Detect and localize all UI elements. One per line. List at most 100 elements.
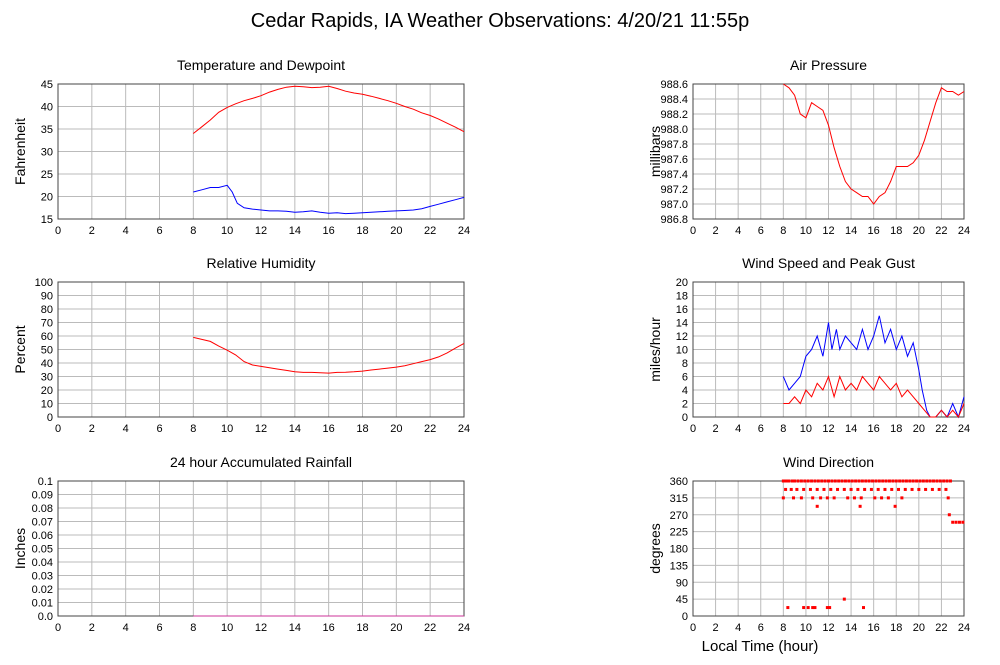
x-tick-label: 22 <box>424 225 436 237</box>
x-tick-label: 16 <box>868 622 880 634</box>
wind-direction-point <box>930 487 934 491</box>
wind-direction-point <box>954 520 958 524</box>
wind-direction-point <box>802 487 806 491</box>
wind-direction-point <box>908 479 912 483</box>
wind-direction-point <box>846 496 850 500</box>
wind-direction-point <box>869 487 873 491</box>
y-tick-label: 12 <box>676 331 688 343</box>
wind-direction-point <box>858 504 862 508</box>
wind-direction-point <box>945 479 949 483</box>
wind-direction-point <box>925 479 929 483</box>
wind-direction-point <box>951 520 955 524</box>
wind-direction-point <box>806 479 810 483</box>
plot-frame <box>692 83 965 220</box>
wind-direction-point <box>871 479 875 483</box>
wind-direction-point <box>893 504 897 508</box>
wind-direction-point <box>857 479 861 483</box>
y-axis-label: miles/hour <box>647 317 663 382</box>
x-tick-label: 14 <box>845 225 857 237</box>
x-tick-label: 16 <box>323 225 335 237</box>
x-tick-label: 0 <box>55 622 61 634</box>
x-tick-label: 14 <box>845 423 857 435</box>
wind-direction-point <box>898 479 902 483</box>
x-tick-label: 10 <box>800 225 812 237</box>
y-tick-label: 0.05 <box>32 544 53 556</box>
x-tick-label: 8 <box>190 622 196 634</box>
wind-direction-point <box>850 479 854 483</box>
y-tick-label: 0.06 <box>32 530 53 542</box>
x-tick-label: 22 <box>935 423 947 435</box>
y-tick-label: 50 <box>41 345 53 357</box>
x-tick-label: 22 <box>935 622 947 634</box>
y-tick-label: 0.03 <box>32 571 53 583</box>
wind-direction-point <box>803 479 807 483</box>
y-tick-label: 0 <box>682 412 688 424</box>
x-tick-label: 0 <box>690 423 696 435</box>
series-line-0 <box>192 85 465 134</box>
wind-direction-point <box>842 597 846 601</box>
wind-direction-point <box>843 479 847 483</box>
x-tick-label: 6 <box>156 225 162 237</box>
wind-direction-point <box>852 496 856 500</box>
x-tick-label: 24 <box>458 423 470 435</box>
x-tick-label: 16 <box>323 622 335 634</box>
x-tick-label: 0 <box>55 225 61 237</box>
wind-direction-point <box>881 479 885 483</box>
wind-direction-point <box>932 479 936 483</box>
x-tick-label: 18 <box>356 622 368 634</box>
x-tick-label: 24 <box>958 622 970 634</box>
wind-direction-point <box>863 487 867 491</box>
x-tick-label: 8 <box>780 423 786 435</box>
x-tick-label: 18 <box>890 225 902 237</box>
chart-title: Relative Humidity <box>207 255 316 271</box>
y-tick-label: 987.4 <box>660 169 688 181</box>
wind-direction-point <box>867 479 871 483</box>
x-tick-label: 2 <box>713 423 719 435</box>
y-tick-label: 16 <box>676 304 688 316</box>
wind-direction-point <box>811 606 815 610</box>
wind-direction-point <box>813 606 817 610</box>
y-axis-label: Inches <box>12 528 28 569</box>
x-tick-label: 24 <box>458 225 470 237</box>
wind-direction-point <box>836 487 840 491</box>
y-tick-label: 15 <box>41 214 53 226</box>
wind-direction-point <box>806 606 810 610</box>
wind-direction-point <box>829 487 833 491</box>
x-tick-label: 2 <box>89 423 95 435</box>
x-tick-label: 10 <box>221 423 233 435</box>
wind-direction-point <box>880 496 884 500</box>
wind-direction-point <box>799 479 803 483</box>
plot-frame <box>57 83 465 220</box>
x-tick-label: 22 <box>424 423 436 435</box>
wind-direction-point <box>825 606 829 610</box>
wind-direction-point <box>840 479 844 483</box>
wind-direction-point <box>874 479 878 483</box>
wind-direction-point <box>849 487 853 491</box>
wind-direction-point <box>785 479 789 483</box>
wind-direction-point <box>891 479 895 483</box>
y-tick-label: 4 <box>682 385 688 397</box>
wind-direction-point <box>828 606 832 610</box>
y-tick-label: 6 <box>682 372 688 384</box>
x-tick-label: 6 <box>758 423 764 435</box>
plot-frame <box>692 281 965 418</box>
y-tick-label: 40 <box>41 102 53 114</box>
x-tick-label: 12 <box>255 225 267 237</box>
x-tick-label: 10 <box>221 622 233 634</box>
wind-direction-point <box>784 487 788 491</box>
y-tick-label: 0.08 <box>32 503 53 515</box>
y-tick-label: 20 <box>41 385 53 397</box>
series-line-1 <box>193 184 465 215</box>
x-tick-label: 12 <box>822 225 834 237</box>
page-title: Cedar Rapids, IA Weather Observations: 4… <box>251 10 749 32</box>
x-tick-label: 4 <box>735 622 741 634</box>
wind-direction-point <box>890 487 894 491</box>
wind-direction-point <box>856 487 860 491</box>
y-tick-label: 987.6 <box>660 154 688 166</box>
x-tick-label: 4 <box>735 423 741 435</box>
wind-direction-point <box>802 606 806 610</box>
x-tick-label: 22 <box>424 622 436 634</box>
